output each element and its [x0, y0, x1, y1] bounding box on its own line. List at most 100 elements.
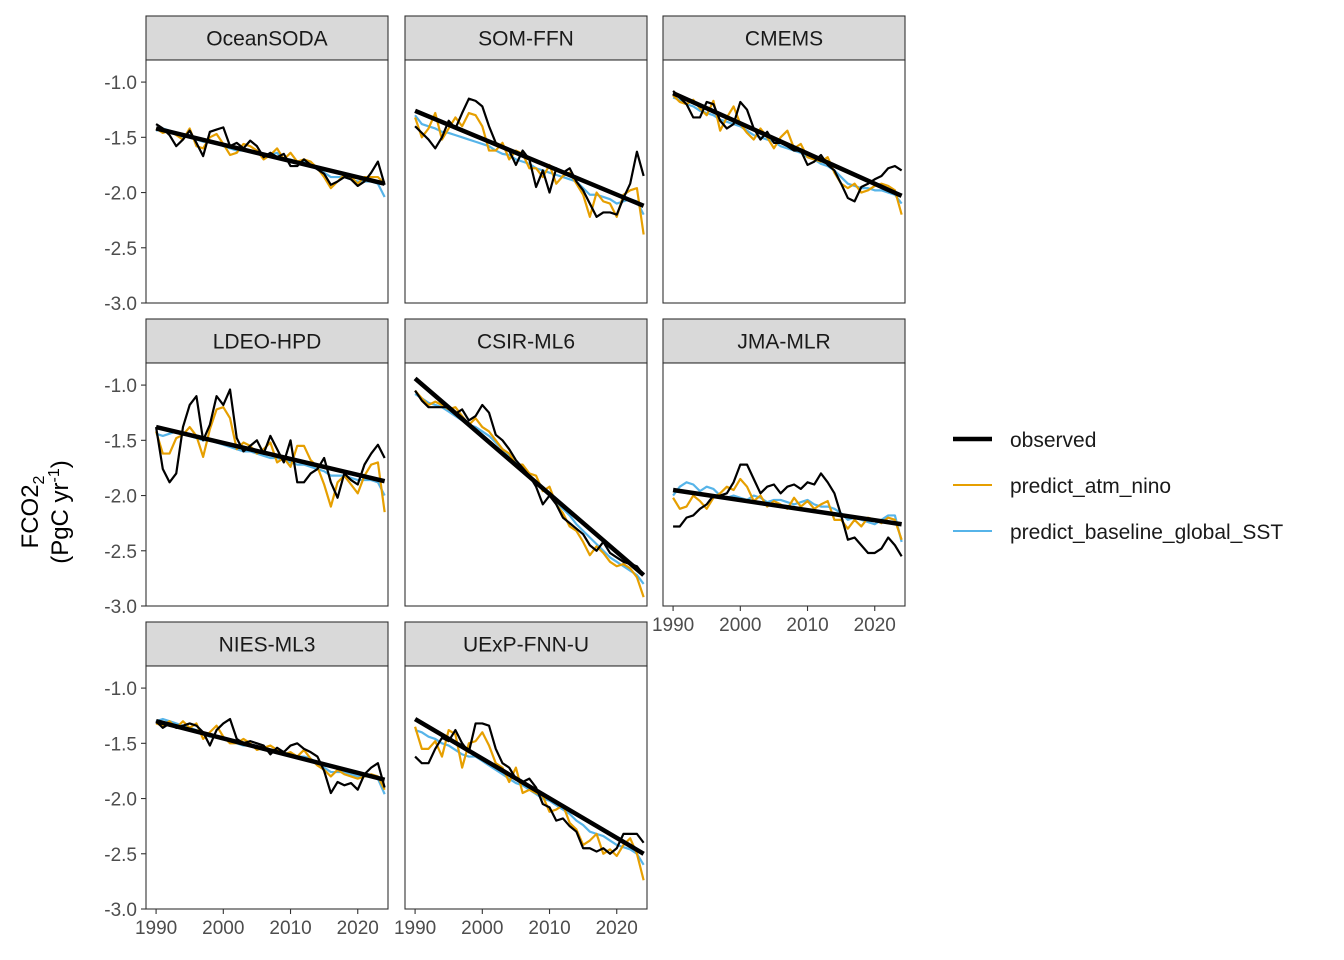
panels-group: OceanSODA -1.0 -1.5 -2.0 -2.5 -3.0 SOM-FFN CMEM…: [104, 15, 906, 939]
facet-strip-label: CMEMS: [745, 28, 823, 51]
y-axis-title-line1: FCO22: [17, 475, 48, 548]
panel-background: [146, 60, 388, 303]
x-tick-label: 2020: [596, 918, 638, 939]
y-tick-label: -3.0: [104, 900, 137, 921]
panel-lines: [413, 717, 645, 881]
y-axis-title-line2: (PgC yr-1): [46, 460, 74, 564]
x-tick-label: 2010: [269, 918, 311, 939]
facet-strip-label: NIES-ML3: [219, 634, 316, 657]
trend-line-observed: [155, 126, 386, 186]
x-tick-label: 2010: [528, 918, 570, 939]
facet-panel: SOM-FFN: [404, 15, 648, 304]
x-tick-label: 2000: [719, 615, 761, 636]
facet-strip-label: CSIR-ML6: [477, 331, 575, 354]
series-predict-atm-nino: [414, 111, 645, 235]
facet-strip: [145, 318, 389, 364]
trend-line-observed: [414, 108, 645, 208]
facet-strip: [145, 621, 389, 667]
legend: observed predict_atm_nino predict_baseli…: [953, 429, 1283, 544]
panel-border: [404, 665, 648, 910]
y-axis-units: (PgC yr: [47, 482, 74, 563]
y-tick-label: -1.0: [104, 679, 137, 700]
x-tick-label: 2000: [202, 918, 244, 939]
panel-border: [145, 665, 389, 910]
facet-panel: CSIR-ML6: [404, 318, 648, 607]
series-predict-atm-nino: [155, 406, 386, 513]
panel-lines: [672, 90, 903, 215]
x-tick-label: 2000: [461, 918, 503, 939]
y-tick-label: -2.5: [104, 845, 137, 866]
panel-lines: [414, 97, 645, 235]
facet-panel: UExP-FNN-U 1990 2000 2010 2020: [394, 621, 648, 939]
facet-strip-label: JMA-MLR: [737, 331, 830, 354]
facet-panel: JMA-MLR 1990 2000 2010 2020: [652, 318, 906, 636]
legend-label-predict-atm-nino: predict_atm_nino: [1010, 475, 1171, 498]
y-tick-label: -1.0: [104, 73, 137, 94]
panel-lines: [672, 463, 903, 557]
x-tick-label: 2020: [854, 615, 896, 636]
panel-background: [146, 666, 388, 909]
panel-background: [663, 363, 905, 606]
facet-panel: LDEO-HPD -1.0 -1.5 -2.0 -2.5 -3.0: [104, 318, 389, 618]
facet-strip-label: OceanSODA: [206, 28, 327, 51]
y-axis-units-close: ): [47, 460, 74, 468]
facet-panel: CMEMS: [662, 15, 906, 304]
facet-panel: OceanSODA -1.0 -1.5 -2.0 -2.5 -3.0: [104, 15, 389, 315]
trend-line-observed: [672, 487, 902, 527]
x-tick-label: 2010: [786, 615, 828, 636]
x-tick-label: 2020: [337, 918, 379, 939]
facet-strip: [662, 318, 906, 364]
panel-lines: [413, 376, 646, 598]
facet-strip-label: SOM-FFN: [478, 28, 574, 51]
facet-strip-label: LDEO-HPD: [213, 331, 322, 354]
y-tick-label: -1.5: [104, 431, 137, 452]
series-predict-baseline-global-sst: [672, 96, 903, 205]
y-tick-label: -2.5: [104, 542, 137, 563]
x-tick-label: 1990: [652, 615, 694, 636]
legend-label-observed: observed: [1010, 429, 1096, 452]
panel-lines: [154, 388, 386, 513]
y-axis-title-subscript: 2: [31, 475, 48, 484]
panel-border: [404, 59, 648, 304]
panel-background: [146, 363, 388, 606]
x-tick-label: 1990: [394, 918, 436, 939]
panel-background: [405, 60, 647, 303]
panel-border: [145, 362, 389, 607]
y-tick-label: -3.0: [104, 294, 137, 315]
x-tick-label: 1990: [135, 918, 177, 939]
facet-strip: [662, 15, 906, 61]
panel-border: [404, 362, 648, 607]
y-tick-label: -3.0: [104, 597, 137, 618]
y-tick-label: -2.0: [104, 790, 137, 811]
trend-line-observed: [413, 717, 645, 856]
series-observed: [155, 717, 386, 795]
series-observed: [673, 463, 903, 557]
y-axis-title-main: FCO2: [17, 484, 44, 548]
trend-line-observed: [672, 91, 903, 198]
y-axis-title: FCO22 (PgC yr-1): [17, 460, 74, 564]
facet-strip-label: UExP-FNN-U: [463, 634, 589, 657]
y-tick-label: -2.5: [104, 239, 137, 260]
facet-strip: [404, 318, 648, 364]
trend-line-observed: [413, 376, 646, 577]
panel-border: [662, 362, 906, 607]
panel-border: [662, 59, 906, 304]
legend-label-predict-baseline-global-sst: predict_baseline_global_SST: [1010, 521, 1283, 544]
trend-line-observed: [155, 719, 386, 782]
series-predict-atm-nino: [414, 389, 645, 598]
y-tick-label: -1.5: [104, 128, 137, 149]
y-axis-units-superscript: -1: [46, 468, 63, 482]
series-predict-atm-nino: [672, 94, 903, 215]
series-observed: [154, 388, 386, 499]
series-observed: [414, 722, 645, 855]
panel-lines: [155, 123, 386, 198]
y-tick-label: -2.0: [104, 487, 137, 508]
trend-line-observed: [155, 424, 386, 484]
y-tick-label: -1.5: [104, 734, 137, 755]
panel-border: [145, 59, 389, 304]
y-tick-label: -1.0: [104, 376, 137, 397]
y-tick-label: -2.0: [104, 184, 137, 205]
facet-strip: [404, 15, 648, 61]
